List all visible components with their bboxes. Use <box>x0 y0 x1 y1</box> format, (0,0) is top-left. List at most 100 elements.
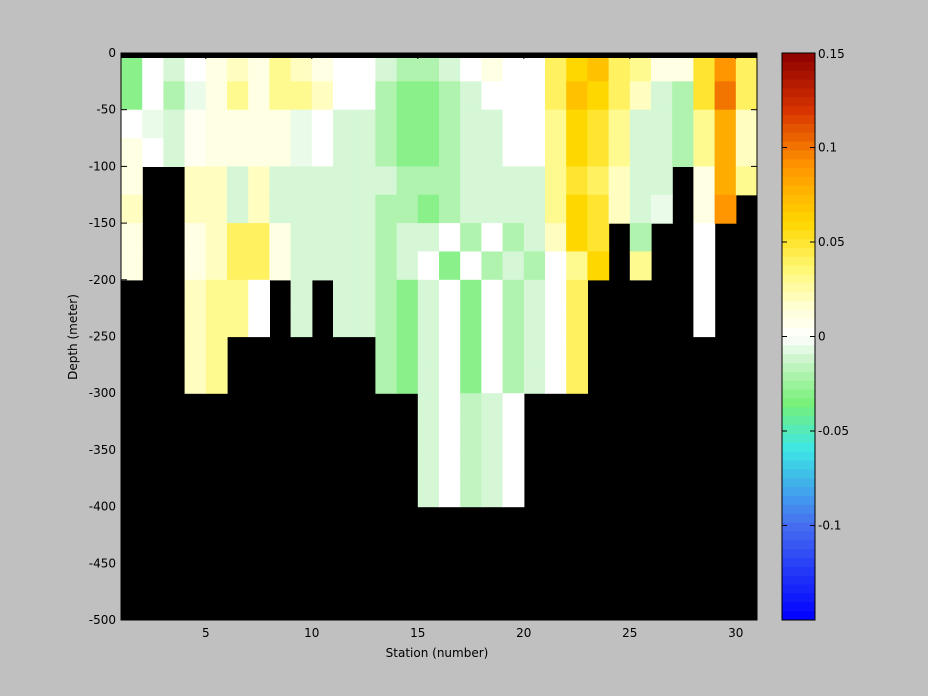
x-tick-label: 20 <box>516 626 531 640</box>
heatmap-cell <box>735 81 758 111</box>
heatmap-cell <box>205 308 228 338</box>
heatmap-cell <box>566 223 588 253</box>
heatmap-cell <box>333 81 355 111</box>
heatmap-cell <box>693 308 716 338</box>
heatmap-cell <box>375 251 398 281</box>
heatmap-cell <box>121 53 143 82</box>
heatmap-cell <box>227 109 249 139</box>
heatmap-cell <box>439 53 461 82</box>
y-tick-label: -150 <box>89 216 116 230</box>
heatmap-cell <box>227 138 249 167</box>
heatmap-cell <box>566 166 588 196</box>
colorbar-swatch <box>782 575 815 586</box>
heatmap-cell <box>502 223 525 253</box>
heatmap-cell <box>417 336 440 366</box>
colorbar-tick-label: 0 <box>818 330 826 344</box>
heatmap-cell <box>396 279 419 309</box>
heatmap-cell <box>460 336 482 366</box>
heatmap-cell <box>184 53 207 82</box>
heatmap-cell <box>142 81 164 111</box>
heatmap-cell <box>396 166 419 196</box>
heatmap-cell <box>672 138 694 167</box>
heatmap-cell <box>481 81 504 111</box>
heatmap-cell <box>587 138 610 167</box>
heatmap-cell <box>248 138 270 167</box>
colorbar-swatch <box>782 141 815 151</box>
colorbar-swatch <box>782 318 815 329</box>
heatmap-cell <box>354 251 376 281</box>
heatmap-cell <box>481 166 504 196</box>
heatmap-cell <box>417 449 440 479</box>
heatmap-cell <box>481 478 504 508</box>
heatmap-cell <box>184 279 207 309</box>
heatmap-cell <box>396 138 419 167</box>
heatmap-cell <box>608 166 631 196</box>
colorbar-swatch <box>782 504 815 515</box>
heatmap-cell <box>523 194 546 224</box>
heatmap-cell <box>460 308 482 338</box>
heatmap-cell <box>608 109 631 139</box>
heatmap-cell <box>460 109 482 139</box>
colorbar-swatch <box>782 256 815 267</box>
heatmap-cell <box>460 478 482 508</box>
heatmap-cell <box>227 279 249 309</box>
heatmap-cell <box>439 279 461 309</box>
colorbar-swatch <box>782 549 815 559</box>
heatmap-cell <box>608 138 631 167</box>
heatmap-cell <box>396 336 419 366</box>
heatmap-cell <box>227 251 249 281</box>
heatmap-cell <box>417 223 440 253</box>
heatmap-cell <box>481 308 504 338</box>
heatmap-cell <box>248 53 270 82</box>
heatmap-cell <box>502 308 525 338</box>
heatmap-cell <box>587 166 610 196</box>
heatmap-cell <box>205 138 228 167</box>
colorbar-tick-label: 0.1 <box>818 141 837 155</box>
heatmap-cell <box>693 166 716 196</box>
heatmap-cell <box>693 138 716 167</box>
heatmap-cell <box>693 194 716 224</box>
heatmap-cell <box>502 53 525 82</box>
colorbar-swatch <box>782 185 815 196</box>
heatmap-cell <box>460 421 482 451</box>
heatmap-cell <box>460 449 482 479</box>
heatmap-cell <box>205 109 228 139</box>
colorbar-swatch <box>782 487 815 497</box>
heatmap-cell <box>735 138 758 167</box>
heatmap-cell <box>439 109 461 139</box>
colorbar-tick-label: -0.1 <box>818 519 841 533</box>
colorbar-swatch <box>782 540 815 550</box>
surface-strip <box>121 53 757 58</box>
heatmap-cell <box>333 166 355 196</box>
colorbar-swatch <box>782 221 815 231</box>
heatmap-cell <box>439 478 461 508</box>
colorbar-swatch <box>782 274 815 284</box>
heatmap-cell <box>439 166 461 196</box>
heatmap-cell <box>417 166 440 196</box>
heatmap-cell <box>205 364 228 394</box>
heatmap-cell <box>184 138 207 167</box>
heatmap-cell <box>481 53 504 82</box>
heatmap-cell <box>693 251 716 281</box>
heatmap-cell <box>354 166 376 196</box>
heatmap-cell <box>545 364 567 394</box>
heatmap-cell <box>566 138 588 167</box>
heatmap-cell <box>502 109 525 139</box>
heatmap-cell <box>651 166 673 196</box>
heatmap-cell <box>417 194 440 224</box>
heatmap-cell <box>333 308 355 338</box>
heatmap-cell <box>248 223 270 253</box>
colorbar-swatch <box>782 283 815 293</box>
colorbar-swatch <box>782 425 815 435</box>
heatmap-cell <box>227 194 249 224</box>
heatmap-cell <box>354 223 376 253</box>
heatmap-cell <box>375 308 398 338</box>
y-tick-label: -500 <box>89 613 116 627</box>
heatmap-cell <box>460 279 482 309</box>
heatmap-cell <box>566 109 588 139</box>
heatmap-cell <box>460 138 482 167</box>
heatmap-cell <box>290 81 313 111</box>
heatmap-cell <box>354 109 376 139</box>
heatmap-cell <box>735 109 758 139</box>
x-tick-label: 25 <box>622 626 637 640</box>
